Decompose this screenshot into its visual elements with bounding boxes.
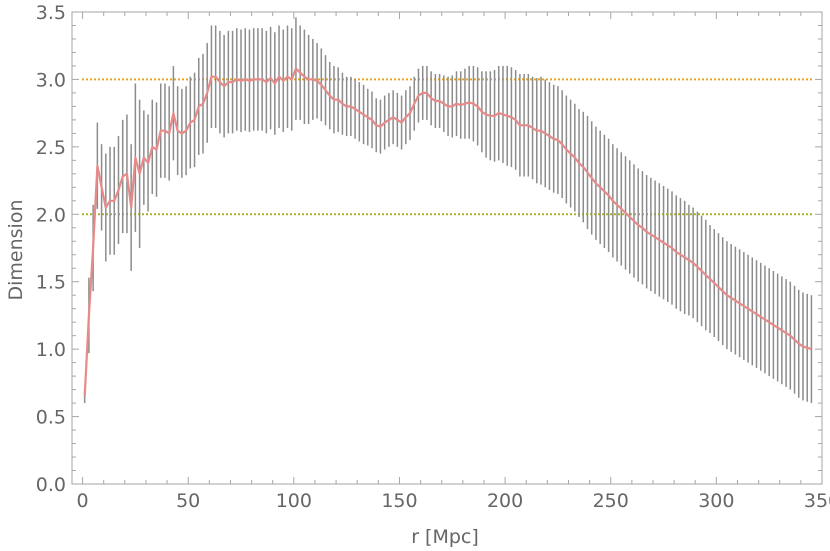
- plot-frame: [71, 11, 823, 485]
- y-tick-label: 2.0: [36, 204, 66, 226]
- series-line: [83, 67, 812, 397]
- y-tick-label: 3.5: [36, 2, 66, 24]
- x-tick-label: 0: [77, 490, 89, 512]
- y-tick-label: 0.0: [36, 474, 66, 496]
- y-tick-label: 3.0: [36, 69, 66, 91]
- series-lines: [83, 67, 812, 397]
- x-axis-title: r [Mpc]: [411, 526, 479, 548]
- x-tick-label: 200: [487, 490, 523, 512]
- x-tick-label: 250: [593, 490, 629, 512]
- y-tick-label: 1.5: [36, 272, 66, 294]
- x-tick-label: 150: [381, 490, 417, 512]
- x-tick-label: 300: [698, 490, 734, 512]
- x-tick-label: 100: [276, 490, 312, 512]
- y-tick-label: 0.5: [36, 407, 66, 429]
- tick-labels: 0 50 100 150 200 250 300 350 0.0 0.5 1.0 1.5 2.0 2.5 3…: [36, 2, 830, 512]
- y-tick-label: 1.0: [36, 339, 66, 361]
- error-bars: [83, 17, 813, 404]
- y-tick-label: 2.5: [36, 137, 66, 159]
- axis-ticks: [72, 11, 823, 485]
- x-tick-label: 50: [176, 490, 200, 512]
- plot-frame-rect: [71, 11, 823, 485]
- x-tick-label: 350: [804, 490, 830, 512]
- reference-lines: [82, 78, 812, 216]
- y-axis-title: Dimension: [5, 200, 27, 301]
